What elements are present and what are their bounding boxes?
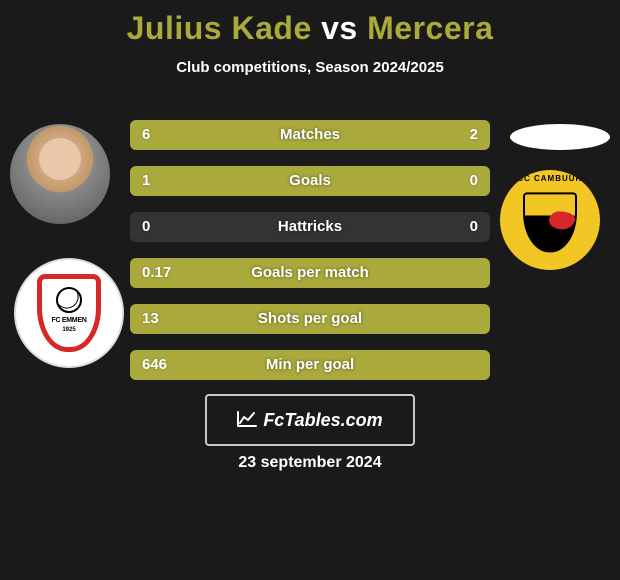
stat-label: Min per goal [130,350,490,380]
club1-year: 1925 [42,327,96,333]
page-title: Julius Kade vs Mercera [0,0,620,47]
stat-label: Goals [130,166,490,196]
comparison-card: Julius Kade vs Mercera Club competitions… [0,0,620,580]
stat-row: 10Goals [130,166,490,196]
club1-shield: FC EMMEN 1925 [37,274,101,352]
stat-label: Matches [130,120,490,150]
club2-animal-icon [549,211,575,229]
club1-name: FC EMMEN [42,317,96,324]
club2-name: SC CAMBUUR [506,174,594,183]
stat-label: Hattricks [130,212,490,242]
soccer-ball-icon [56,287,82,313]
stat-row: 0.17Goals per match [130,258,490,288]
date-text: 23 september 2024 [0,454,620,472]
club1-crest: FC EMMEN 1925 [14,258,124,368]
stat-label: Goals per match [130,258,490,288]
club2-shield [523,192,577,252]
stat-row: 646Min per goal [130,350,490,380]
branding-text: FcTables.com [263,410,382,430]
stat-row: 00Hattricks [130,212,490,242]
title-vs: vs [321,10,358,46]
branding-box[interactable]: FcTables.com [205,394,415,446]
stat-label: Shots per goal [130,304,490,334]
player1-name: Julius Kade [127,10,312,46]
club2-crest: SC CAMBUUR [500,170,600,270]
player2-avatar [510,124,610,150]
player1-avatar [10,124,110,224]
stat-row: 13Shots per goal [130,304,490,334]
chart-icon [237,397,257,445]
player2-name: Mercera [367,10,493,46]
stats-bars: 62Matches 10Goals 00Hattricks 0.17Goals per… [130,120,490,396]
stat-row: 62Matches [130,120,490,150]
subtitle: Club competitions, Season 2024/2025 [0,59,620,76]
